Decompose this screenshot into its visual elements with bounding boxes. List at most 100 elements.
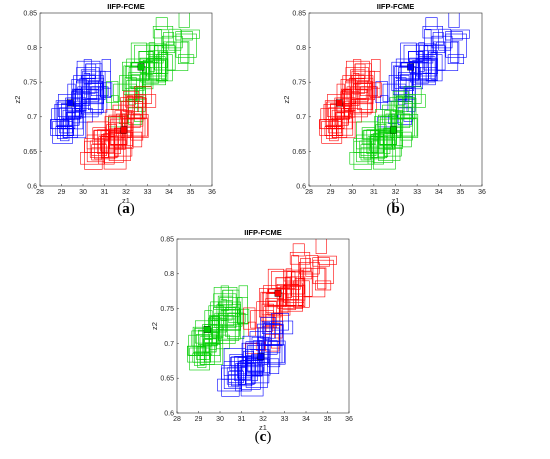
chart-2-ytick-label-3: 0.75 xyxy=(160,306,174,313)
chart-1-cluster-0-box-36 xyxy=(343,100,356,112)
chart-0-cluster-1-box-3 xyxy=(166,41,189,71)
chart-0-cluster-1-box-41 xyxy=(146,58,169,81)
chart-0-cluster-0-box-49 xyxy=(100,71,111,98)
chart-2-cluster-2-box-47 xyxy=(253,340,263,361)
chart-1-cluster-2-box-52 xyxy=(369,130,395,148)
chart-0-cluster-1-box-11 xyxy=(180,41,190,63)
chart-0-cluster-2-box-51 xyxy=(126,104,135,120)
chart-1-ytick-label-3: 0.75 xyxy=(292,80,306,87)
chart-2-ylabel: z2 xyxy=(150,322,159,330)
chart-0-cluster-0-box-30 xyxy=(60,119,70,142)
chart-0-ytick-label-2: 0.7 xyxy=(27,114,37,121)
chart-1-cluster-1-box-28 xyxy=(451,29,470,39)
chart-0-cluster-1-box-49 xyxy=(106,81,119,104)
chart-0-ytick-label-0: 0.6 xyxy=(27,183,37,190)
chart-2-cluster-1-box-18 xyxy=(312,257,330,267)
chart-2-cluster-1-box-11 xyxy=(317,267,327,290)
chart-0-xtick-label-5: 33 xyxy=(144,189,152,196)
chart-2-ytick-label-4: 0.8 xyxy=(164,271,174,278)
chart-2-cluster-1-box-39 xyxy=(314,280,332,291)
chart-1-cluster-1-box-33 xyxy=(406,87,416,112)
chart-1-xtick-label-1: 29 xyxy=(327,189,335,196)
chart-1-cluster-0-box-35 xyxy=(352,59,362,85)
chart-0-ylabel: z2 xyxy=(13,96,22,104)
chart-0-cluster-1 xyxy=(106,13,200,128)
chart-0-cluster-2-box-46 xyxy=(134,86,152,104)
chart-0-cluster-1-box-31 xyxy=(156,54,173,82)
chart-2-cluster-2-box-46 xyxy=(271,312,289,331)
chart-1-cluster-1-box-14 xyxy=(423,45,446,71)
chart-0-cluster-2-box-53 xyxy=(101,135,118,159)
chart-0-cluster-2-center xyxy=(120,126,128,134)
chart-1-cluster-0-box-45 xyxy=(336,111,354,136)
chart-0-cluster-0-box-45 xyxy=(67,111,84,136)
chart-1-caption-close: ) xyxy=(400,201,405,217)
chart-1-xtick-label-3: 31 xyxy=(370,189,378,196)
chart-0-cluster-0-box-40 xyxy=(51,108,73,130)
chart-0-cluster-2-box-37 xyxy=(86,134,105,163)
chart-1-cluster-0-box-24 xyxy=(351,70,375,100)
chart-1-cluster-1-box-39 xyxy=(447,54,465,65)
chart-0-cluster-0-box-7 xyxy=(67,83,76,114)
chart-1-cluster-0-box-53 xyxy=(341,89,352,107)
chart-0-ytick-label-4: 0.8 xyxy=(27,45,37,52)
chart-2-cluster-0-box-40 xyxy=(188,334,210,356)
chart-1-ytick-label-1: 0.65 xyxy=(292,149,306,156)
chart-1-cluster-0-box-39 xyxy=(331,109,356,139)
chart-0-cluster-0-center xyxy=(66,99,74,107)
chart-0-cluster-1-box-14 xyxy=(153,45,176,71)
chart-2: 28 29 30 31 32 33 34 35 36 0.6 0.65 0.7 0.75 0.8 0.85 I… xyxy=(150,228,353,445)
chart-1-cluster-1-box-3 xyxy=(436,41,459,71)
chart-1-cluster-1-box-45 xyxy=(394,66,413,89)
chart-1-cluster-1-box-50 xyxy=(408,51,424,63)
chart-2-cluster-0-box-7 xyxy=(204,310,213,340)
chart-0-cluster-2-box-33 xyxy=(108,131,131,161)
chart-2-cluster-0-center xyxy=(203,326,211,333)
chart-0-cluster-1-center xyxy=(137,63,145,71)
chart-2-cluster-1-box-31 xyxy=(293,280,310,308)
chart-0-cluster-0-box-35 xyxy=(83,59,92,85)
chart-0-xtick-label-2: 30 xyxy=(79,189,87,196)
chart-1-cluster-0-box-47 xyxy=(340,91,360,106)
chart-0-cluster-1-box-42 xyxy=(148,50,160,80)
chart-1-cluster-0-box-40 xyxy=(320,108,342,130)
chart-2-cluster-0-box-23 xyxy=(217,313,240,341)
chart-0-cluster-0-box-39 xyxy=(62,109,87,139)
chart-1-cluster-2 xyxy=(349,86,426,170)
chart-0-cluster-0-box-47 xyxy=(71,91,91,106)
chart-1-ytick-label-5: 0.85 xyxy=(292,10,306,17)
chart-0-cluster-0 xyxy=(50,59,113,144)
chart-1-cluster-2-box-34 xyxy=(360,144,377,157)
chart-1-cluster-0-box-52 xyxy=(335,112,349,126)
chart-1-cluster-0-box-13 xyxy=(321,121,343,144)
chart-2-ytick-label-5: 0.85 xyxy=(160,236,174,243)
chart-2-cluster-2-box-49 xyxy=(229,354,244,371)
chart-2-cluster-2-box-34 xyxy=(228,371,244,383)
chart-1-cluster-1-box-48 xyxy=(422,25,443,39)
chart-2-cluster-1-box-3 xyxy=(303,267,326,298)
chart-1-xtick-label-7: 35 xyxy=(456,189,464,196)
chart-1-cluster-2-box-33 xyxy=(378,131,401,161)
chart-0-cluster-0-box-52 xyxy=(65,112,80,126)
chart-0-xtick-label-3: 31 xyxy=(101,189,109,196)
chart-0-cluster-0-box-22 xyxy=(57,124,68,139)
chart-0-cluster-0-box-53 xyxy=(72,89,83,107)
chart-2-cluster-0-box-39 xyxy=(199,336,224,365)
chart-0-caption-close: ) xyxy=(130,201,135,217)
chart-0-cluster-1-box-28 xyxy=(181,29,200,39)
chart-1-cluster-0-box-49 xyxy=(369,71,381,98)
chart-0-cluster-0-box-44 xyxy=(76,67,100,84)
chart-2-title: IIFP-FCME xyxy=(244,228,282,237)
chart-1-cluster-0-box-46 xyxy=(345,60,370,82)
chart-2-cluster-0-box-21 xyxy=(237,308,250,324)
chart-1-xtick-label-0: 28 xyxy=(305,189,313,196)
chart-0-cluster-2-box-38 xyxy=(126,95,134,114)
chart-1-cluster-1-box-7 xyxy=(432,32,444,46)
chart-2-cluster-1-box-49 xyxy=(243,307,256,330)
chart-2-cluster-1-box-28 xyxy=(318,255,337,265)
chart-1-cluster-1-box-46 xyxy=(448,13,460,28)
chart-0-title: IIFP-FCME xyxy=(107,2,145,11)
chart-0-cluster-1-box-18 xyxy=(175,31,193,41)
chart-1-ytick-label-2: 0.7 xyxy=(296,114,306,121)
